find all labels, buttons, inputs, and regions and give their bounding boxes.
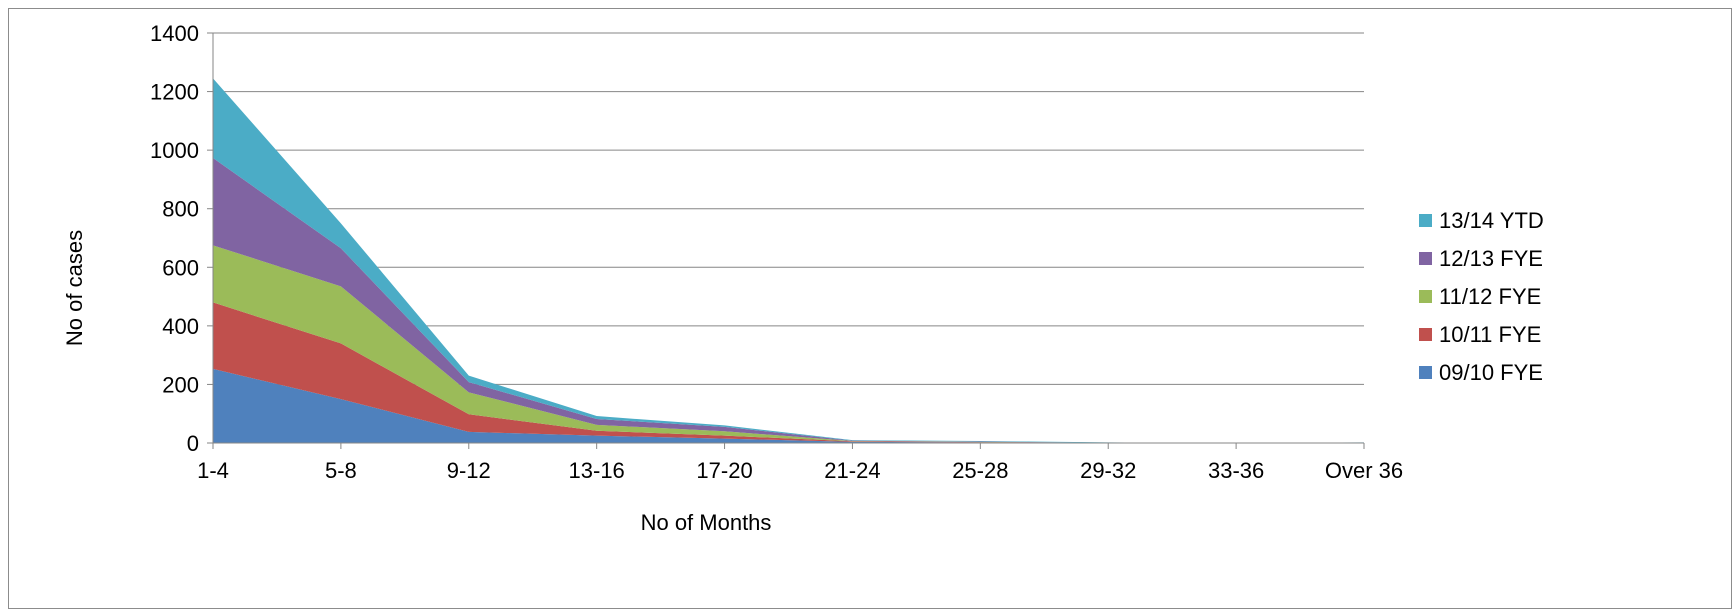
- legend-swatch: [1419, 328, 1432, 341]
- x-tick-label: 9-12: [447, 458, 491, 483]
- x-tick-label: 17-20: [696, 458, 752, 483]
- y-tick-labels: 0 200 400 600 800 1000 1200 1400: [150, 21, 199, 456]
- y-tick-label: 0: [187, 431, 199, 456]
- x-tick-label: 13-16: [569, 458, 625, 483]
- legend-label: 09/10 FYE: [1439, 360, 1543, 385]
- y-tick-label: 600: [162, 255, 199, 280]
- x-tick-label: 33-36: [1208, 458, 1264, 483]
- x-tick-label: 21-24: [824, 458, 880, 483]
- legend-swatch: [1419, 214, 1432, 227]
- x-tick-label: Over 36: [1325, 458, 1403, 483]
- area-series-0: [213, 368, 1364, 443]
- legend: 13/14 YTD 12/13 FYE 11/12 FYE 10/11 FYE 09/1…: [1419, 208, 1544, 385]
- x-tick-label: 5-8: [325, 458, 357, 483]
- legend-label: 13/14 YTD: [1439, 208, 1544, 233]
- legend-swatch: [1419, 252, 1432, 265]
- legend-swatch: [1419, 366, 1432, 379]
- x-axis-label: No of Months: [641, 510, 772, 535]
- axes: [207, 32, 1365, 449]
- legend-label: 12/13 FYE: [1439, 246, 1543, 271]
- y-tick-label: 400: [162, 314, 199, 339]
- y-tick-label: 800: [162, 197, 199, 222]
- y-axis-label: No of cases: [62, 230, 87, 346]
- x-tick-labels: 1-4 5-8 9-12 13-16 17-20 21-24 25-28 29-32 33-36…: [197, 458, 1403, 483]
- y-tick-label: 1000: [150, 138, 199, 163]
- y-tick-label: 200: [162, 372, 199, 397]
- legend-label: 10/11 FYE: [1439, 322, 1541, 347]
- legend-swatch: [1419, 290, 1432, 303]
- x-tick-label: 29-32: [1080, 458, 1136, 483]
- y-tick-label: 1400: [150, 21, 199, 46]
- area-series: [213, 78, 1364, 444]
- x-tick-label: 1-4: [197, 458, 229, 483]
- legend-label: 11/12 FYE: [1439, 284, 1541, 309]
- y-tick-label: 1200: [150, 80, 199, 105]
- x-tick-label: 25-28: [952, 458, 1008, 483]
